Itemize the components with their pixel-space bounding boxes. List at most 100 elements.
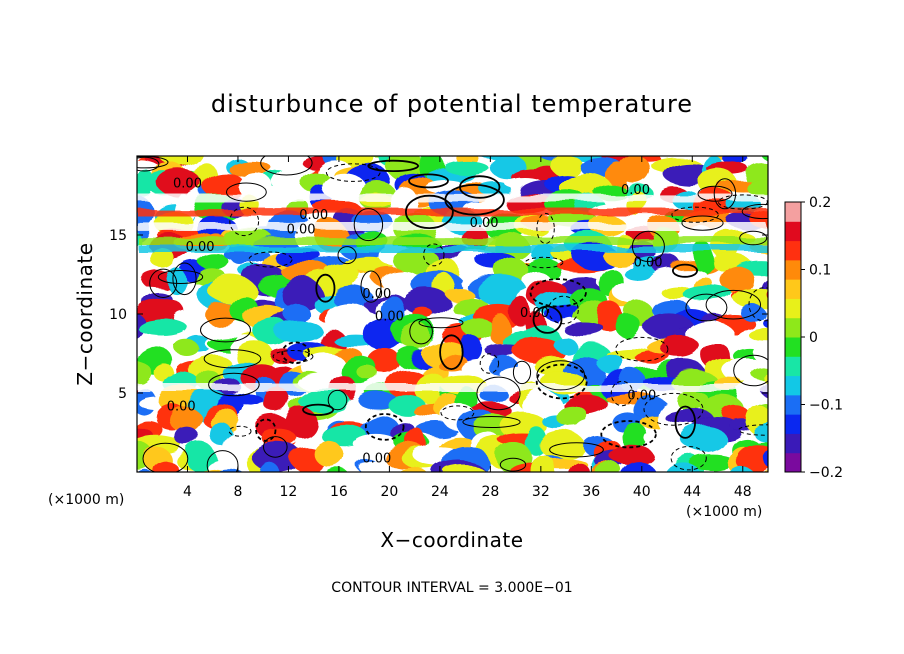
field-cell [746, 176, 768, 197]
field-cell [760, 156, 768, 161]
field-cell [562, 321, 605, 336]
contour-line [423, 243, 445, 267]
contour-line [226, 182, 267, 202]
colorbar-segment [785, 414, 801, 434]
field-cell [765, 255, 768, 264]
contour-label: 0.00 [627, 388, 656, 403]
contour-line [548, 295, 579, 325]
contour-label: 0.00 [621, 183, 650, 198]
field-cell [158, 156, 202, 167]
field-cell [623, 266, 651, 280]
field-cell [549, 156, 582, 177]
field-cell [153, 461, 179, 472]
field-band [137, 193, 768, 202]
colorbar-segment [785, 240, 801, 261]
x-tick-label: 32 [532, 484, 550, 500]
contour-line [733, 354, 768, 387]
chart-title: disturbunce of potential temperature [211, 90, 693, 118]
contour-line [260, 156, 313, 176]
field-cell [343, 398, 366, 424]
colorbar-segment [785, 298, 801, 319]
field-cell [740, 304, 765, 322]
field-cell [597, 354, 625, 374]
contour-line [535, 363, 588, 400]
field-cell [212, 468, 243, 472]
contour-line [337, 246, 357, 265]
field-cell [767, 471, 768, 472]
contour-label: 0.00 [375, 309, 404, 324]
contour-label: 0.00 [362, 452, 391, 467]
contour-line [631, 230, 665, 262]
field-cell [570, 462, 591, 472]
contour-line [206, 450, 239, 472]
x-tick-label: 20 [380, 484, 398, 500]
contour-label: 0.00 [167, 399, 196, 414]
x-tick-label: 48 [734, 484, 752, 500]
contour-line [600, 420, 657, 449]
field-cell [358, 367, 380, 381]
contour-line [705, 289, 761, 320]
field-cell [399, 322, 431, 349]
field-cell [752, 424, 768, 442]
field-cell [273, 321, 324, 342]
x-unit-left: (×1000 m) [48, 492, 124, 508]
contour-label: 0.00 [186, 240, 215, 255]
field-cell [603, 248, 637, 266]
field-cell [360, 464, 401, 472]
field-cell [617, 156, 650, 183]
field-cell [298, 389, 351, 413]
contour-line [440, 405, 475, 421]
y-axis-label: Z−coordinate [73, 242, 97, 385]
field-cell [399, 468, 427, 472]
contour-label: 0.00 [287, 222, 316, 237]
contour-line [643, 392, 704, 426]
field-cell [553, 336, 576, 353]
field-cell [539, 430, 585, 460]
field-cell [531, 455, 557, 472]
field-cell [461, 335, 483, 362]
y-tick-label: 10 [109, 307, 127, 323]
contour-labels: 0.000.000.000.000.000.000.000.000.00 0.00… [167, 177, 663, 467]
contour-line [610, 380, 634, 407]
contour-line [697, 185, 733, 202]
field-cell [508, 296, 531, 326]
contour-line [229, 206, 260, 237]
colorbar-segment [785, 394, 801, 415]
y-tick-label: 5 [118, 386, 127, 402]
x-tick-label: 40 [633, 484, 651, 500]
contour-line [208, 372, 260, 397]
field-cell [595, 462, 623, 472]
field-band [137, 244, 768, 253]
x-tick-label: 12 [280, 484, 298, 500]
contour-line [408, 173, 449, 189]
field-cell [323, 301, 371, 332]
colorbar-segment [785, 279, 801, 299]
field-cell [259, 462, 281, 472]
y-axis: 5 10 15 [109, 228, 768, 402]
contour-line [672, 263, 699, 278]
contour-label: 0.00 [173, 177, 202, 192]
contour-interval-label: CONTOUR INTERVAL = 3.000E−01 [331, 580, 572, 596]
contour-label: 0.00 [470, 216, 499, 231]
colorbar-segment [785, 202, 801, 222]
field-cell [500, 367, 533, 382]
field-cell [137, 360, 152, 386]
field-band [137, 236, 768, 245]
field-cell [403, 288, 451, 317]
colorbar-segment [785, 317, 801, 338]
field-cell [198, 252, 229, 271]
field-cell [688, 453, 736, 471]
field-cell [381, 270, 422, 293]
field-band [137, 383, 768, 392]
contour-line [670, 446, 707, 471]
field-cell [555, 406, 589, 428]
contour-line [462, 416, 521, 428]
colorbar-tick-label: −0.1 [809, 398, 843, 414]
contour-line [713, 178, 737, 210]
colorbar-tick-label: 0.2 [809, 195, 831, 211]
field-cell [263, 387, 290, 414]
contour-line [302, 403, 335, 416]
field-cell [685, 319, 733, 346]
contour-line [315, 273, 336, 303]
